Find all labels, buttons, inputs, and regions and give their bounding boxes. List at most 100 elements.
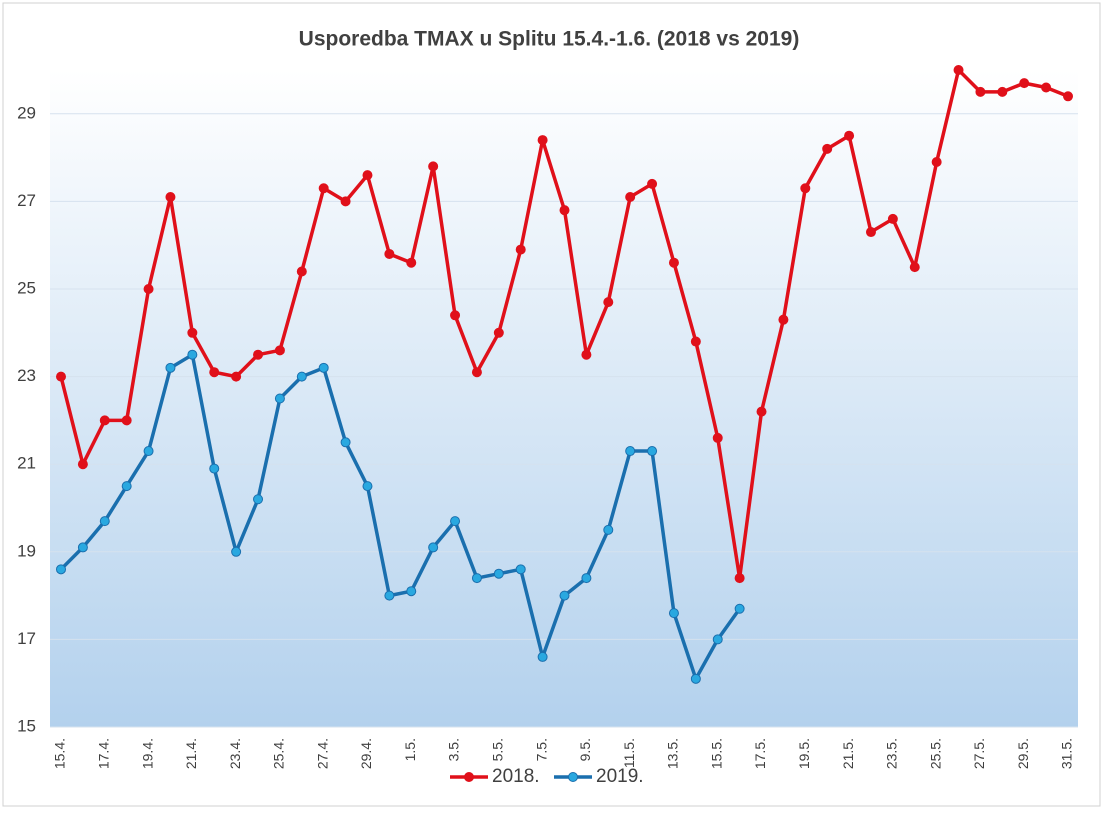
data-point (625, 446, 636, 457)
x-tick-label: 27.5. (971, 738, 987, 769)
data-point (253, 494, 264, 505)
data-point (800, 183, 811, 194)
data-point (734, 603, 745, 614)
data-point (559, 205, 570, 216)
data-point (712, 432, 723, 443)
data-point (537, 651, 548, 662)
data-point (318, 362, 329, 373)
data-point (428, 542, 439, 553)
data-point (493, 568, 504, 579)
data-point (274, 393, 285, 404)
data-point (362, 481, 373, 492)
data-point (428, 161, 439, 172)
y-tick-label: 19 (17, 541, 36, 560)
data-point (997, 86, 1008, 97)
data-point (121, 415, 132, 426)
data-point (1019, 78, 1030, 89)
data-point (231, 546, 242, 557)
x-tick-label: 25.4. (271, 738, 287, 769)
x-tick-label: 3.5. (446, 738, 462, 761)
data-point (471, 573, 482, 584)
x-tick-label: 29.5. (1015, 738, 1031, 769)
plot-area (50, 70, 1078, 727)
data-point (77, 459, 88, 470)
x-tick-label: 13.5. (665, 738, 681, 769)
legend-label: 2018. (492, 766, 540, 787)
data-point (143, 446, 154, 457)
data-point (253, 349, 264, 360)
legend-label: 2019. (596, 766, 644, 787)
data-point (887, 213, 898, 224)
chart-title: Usporedba TMAX u Splitu 15.4.-1.6. (2018… (299, 28, 800, 51)
x-tick-label: 25.5. (927, 738, 943, 769)
data-point (450, 310, 461, 321)
data-point (603, 297, 614, 308)
data-point (231, 371, 242, 382)
data-point (165, 192, 176, 203)
x-tick-label: 21.5. (840, 738, 856, 769)
data-point (56, 564, 66, 575)
y-tick-label: 25 (17, 278, 36, 297)
data-point (274, 345, 285, 356)
x-tick-label: 7.5. (533, 738, 549, 761)
data-point (668, 608, 679, 619)
x-tick-label: 19.4. (139, 738, 155, 769)
data-point (340, 196, 351, 207)
data-point (778, 314, 789, 325)
data-point (647, 178, 658, 189)
data-point (515, 564, 526, 575)
data-point (362, 170, 373, 181)
y-tick-label: 27 (17, 191, 36, 210)
data-point (734, 573, 745, 584)
data-point (690, 673, 701, 684)
legend-marker (464, 772, 474, 782)
x-tick-label: 19.5. (796, 738, 812, 769)
data-point (756, 406, 767, 417)
y-tick-label: 21 (17, 454, 36, 473)
data-point (537, 135, 548, 146)
data-point (493, 327, 504, 338)
x-tick-label: 29.4. (358, 738, 374, 769)
data-point (406, 257, 417, 268)
data-point (844, 130, 855, 141)
data-point (450, 516, 461, 527)
x-tick-label: 1.5. (402, 738, 418, 761)
data-point (647, 446, 658, 457)
data-point (515, 244, 526, 255)
legend-marker (568, 772, 578, 782)
data-point (187, 327, 198, 338)
data-point (99, 516, 110, 527)
data-point (625, 192, 636, 203)
data-point (603, 524, 614, 535)
data-point (931, 156, 942, 167)
x-tick-label: 9.5. (577, 738, 593, 761)
data-point (143, 284, 154, 294)
x-tick-label: 31.5. (1059, 738, 1075, 769)
x-tick-label: 15.5. (708, 738, 724, 769)
data-point (209, 367, 220, 378)
x-tick-label: 15.4. (52, 738, 68, 769)
data-point (296, 371, 307, 382)
data-point (668, 257, 679, 268)
data-point (559, 590, 570, 601)
x-tick-label: 17.4. (95, 738, 111, 769)
data-point (822, 143, 833, 154)
data-point (581, 349, 592, 360)
legend: 2018. 2019. (450, 766, 644, 787)
data-point (187, 349, 198, 360)
x-tick-label: 5.5. (490, 738, 506, 761)
x-tick-label: 23.5. (884, 738, 900, 769)
y-tick-label: 29 (17, 103, 36, 122)
y-tick-label: 23 (17, 366, 36, 385)
data-point (581, 573, 592, 584)
data-point (909, 262, 920, 273)
data-point (384, 590, 395, 601)
data-point (99, 415, 110, 426)
data-point (77, 542, 88, 553)
data-point (209, 463, 220, 474)
data-point (1063, 91, 1073, 102)
data-point (340, 437, 351, 448)
data-point (712, 634, 723, 645)
x-tick-label: 11.5. (621, 738, 637, 768)
